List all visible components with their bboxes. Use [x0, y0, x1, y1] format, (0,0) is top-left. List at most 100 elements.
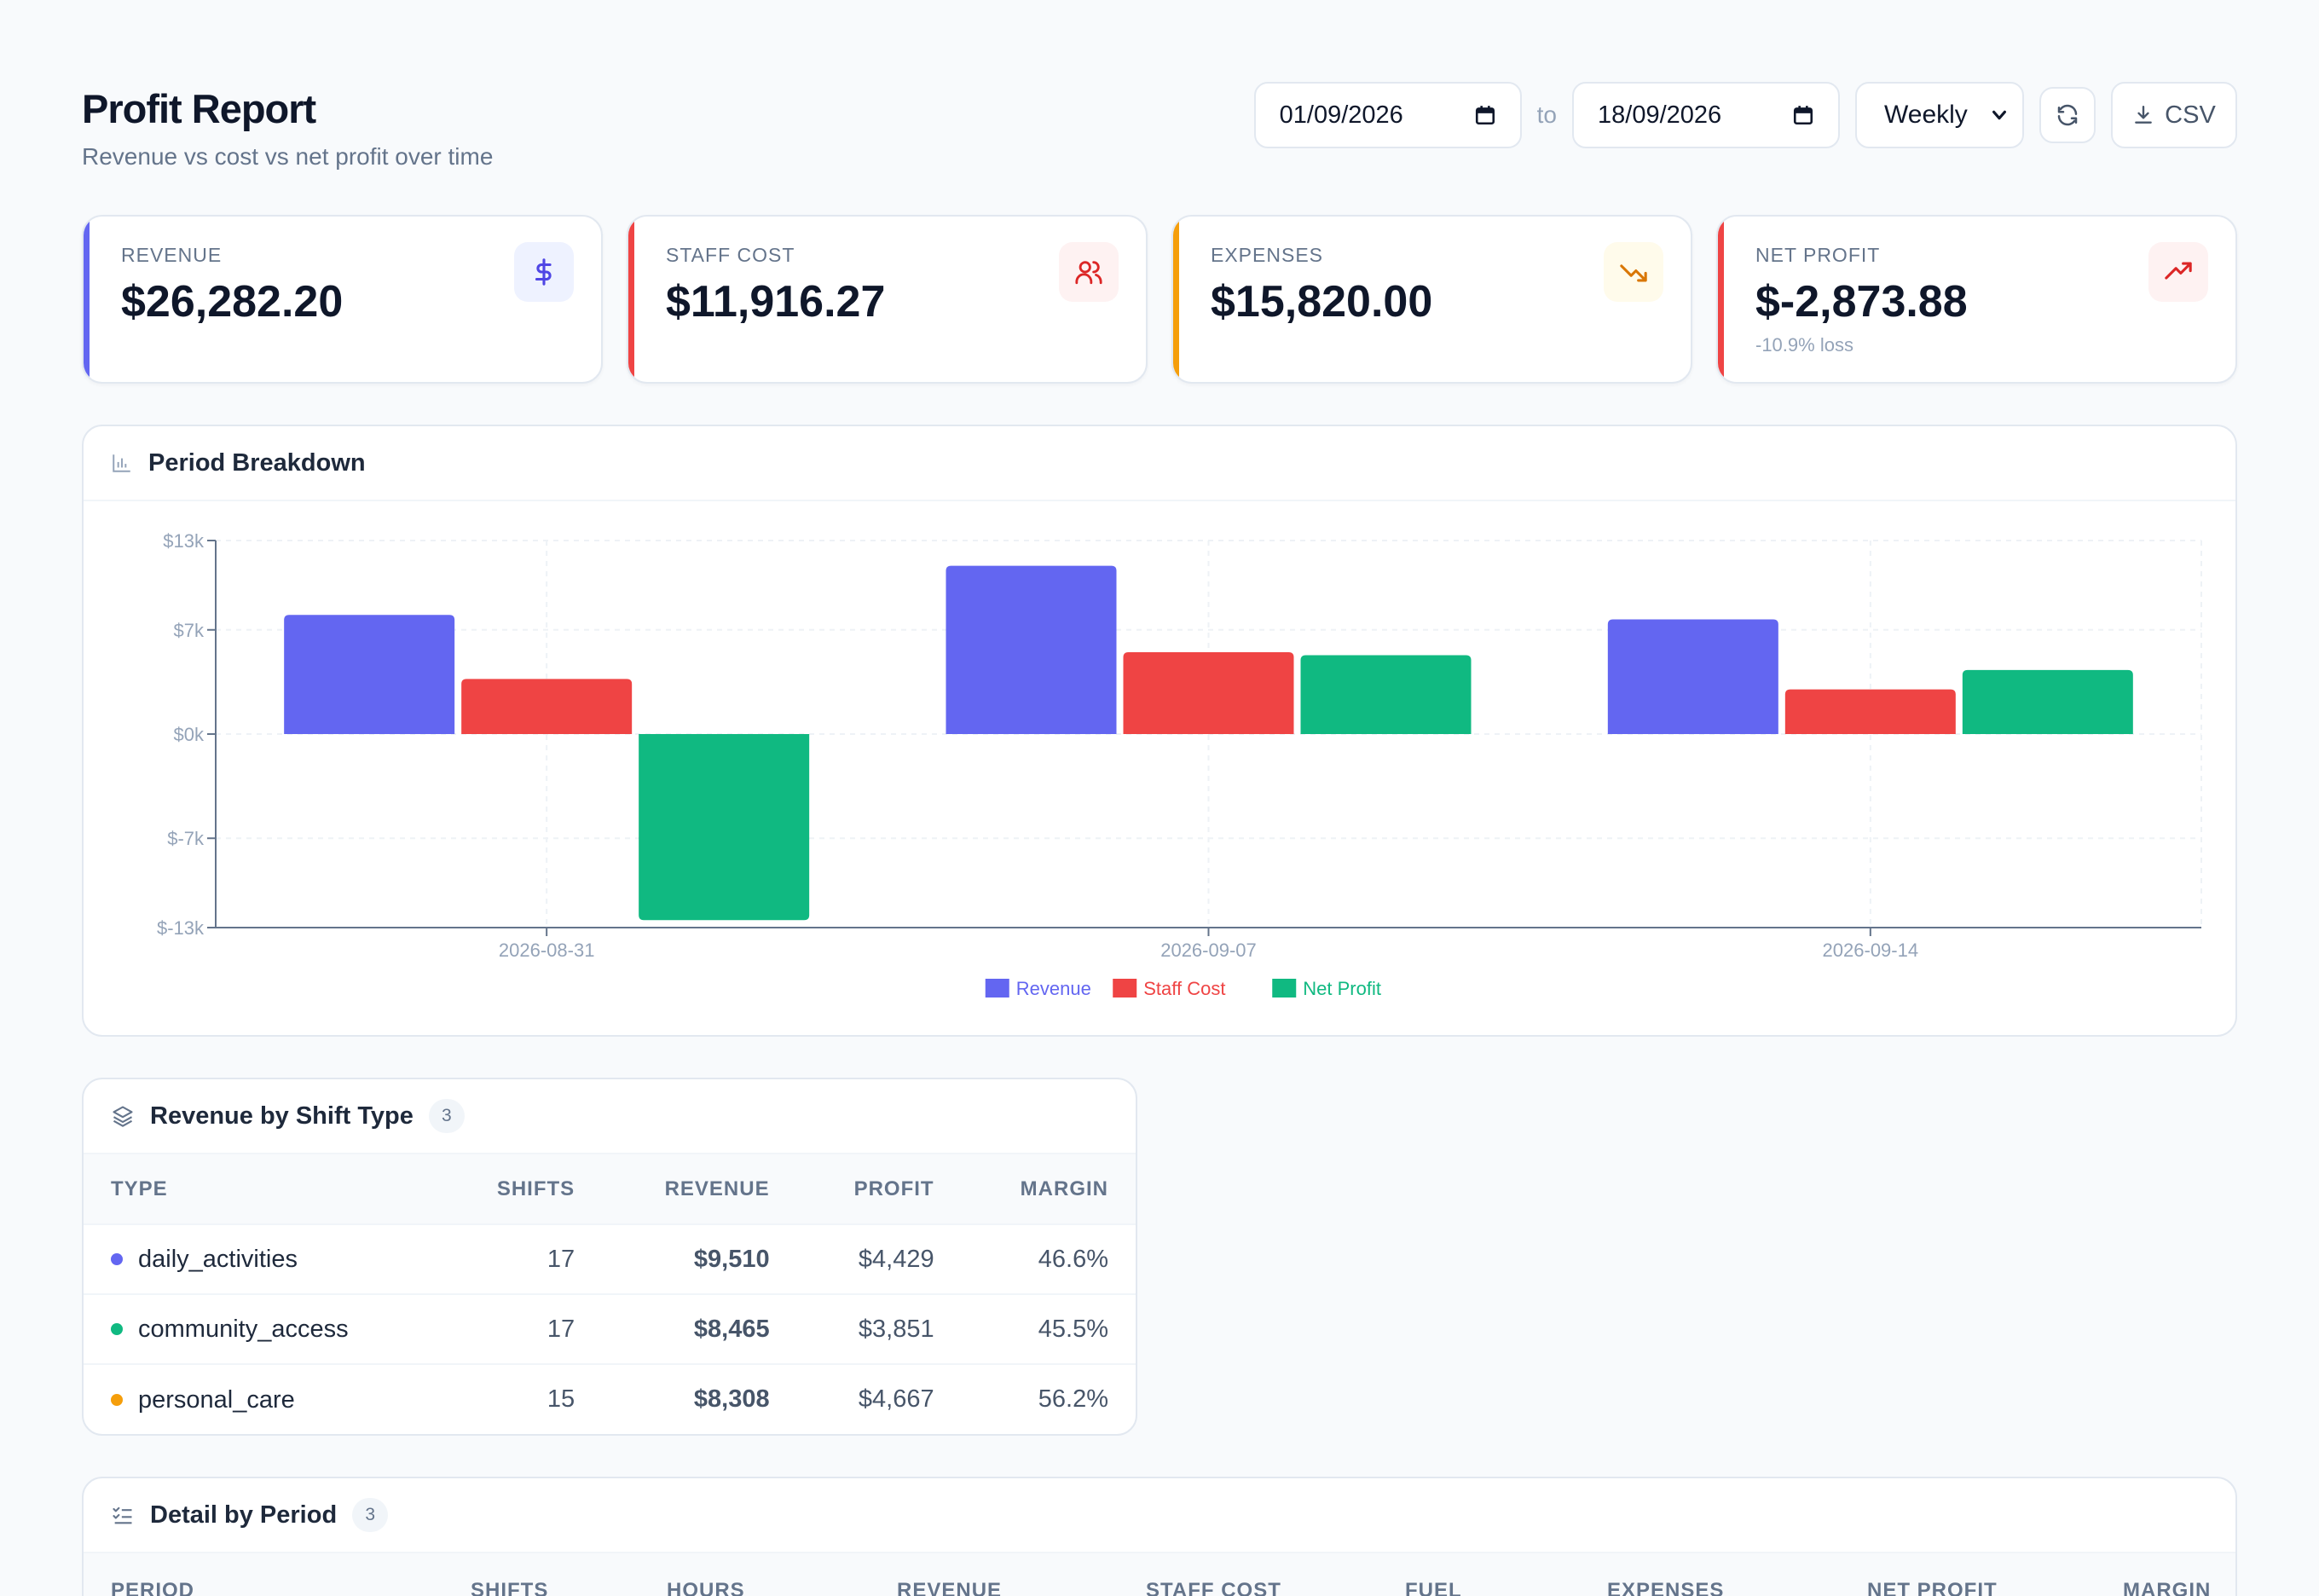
- legend-label: Revenue: [1016, 978, 1091, 999]
- kpi-icon-box: [1059, 242, 1119, 302]
- layers-icon: [113, 1106, 133, 1127]
- kpi-label: Net Profit: [1755, 244, 1881, 266]
- page-header: Profit Report Revenue vs cost vs net pro…: [82, 82, 2237, 176]
- kpi-subtext: -10.9% loss: [1755, 334, 1853, 356]
- type-name: personal_care: [138, 1385, 295, 1414]
- revenue-cell: $8,465: [602, 1293, 797, 1364]
- y-tick-label: $0k: [174, 724, 205, 745]
- table-row[interactable]: personal_care 15 $8,308 $4,667 56.2%: [84, 1363, 1136, 1434]
- kpi-icon-box: [2148, 242, 2208, 302]
- detail-by-period-panel: Detail by Period 3 Period Shifts Hours R…: [82, 1477, 2237, 1596]
- period-breakdown-chart: $-13k $-7k $0k $7k $13k 2026-08-31 2026-09-07 2…: [157, 530, 2202, 999]
- panel-title: Period Breakdown: [148, 448, 366, 477]
- page-title: Profit Report: [82, 86, 316, 131]
- shifts-cell: 15: [440, 1363, 603, 1434]
- calendar-icon[interactable]: [1792, 104, 1814, 126]
- legend-swatch: [1113, 979, 1137, 998]
- trending-up-icon: [2165, 262, 2192, 280]
- shifts-cell: 17: [440, 1293, 603, 1364]
- kpi-label: Revenue: [121, 244, 223, 266]
- download-icon: [2135, 106, 2153, 124]
- margin-cell: 56.2%: [961, 1363, 1136, 1434]
- chart-bar: [1123, 651, 1294, 734]
- calendar-icon[interactable]: [1474, 104, 1496, 126]
- period-select[interactable]: Weekly: [1855, 82, 2024, 148]
- date-from-input[interactable]: 01/09/2026: [1253, 82, 1522, 148]
- date-to-input[interactable]: 18/09/2026: [1572, 82, 1840, 148]
- type-dot: [111, 1393, 123, 1406]
- kpi-accent-bar: [1173, 217, 1179, 382]
- chart-bar: [946, 565, 1117, 734]
- revenue-by-shift-type-panel: Revenue by Shift Type 3 Type Shifts Reve…: [82, 1078, 1137, 1436]
- x-tick-label: 2026-08-31: [499, 940, 595, 961]
- period-breakdown-panel: Period Breakdown $-13k $-7k $0k $7k $13k 2026…: [82, 425, 2237, 1037]
- legend-swatch: [1272, 979, 1297, 998]
- column-header[interactable]: Hours: [667, 1579, 745, 1596]
- column-header[interactable]: Revenue: [602, 1154, 797, 1224]
- table-row[interactable]: community_access 17 $8,465 $3,851 45.5%: [84, 1293, 1136, 1364]
- type-dot: [111, 1323, 123, 1336]
- column-header[interactable]: Shifts: [471, 1579, 549, 1596]
- column-header[interactable]: Revenue: [897, 1579, 1003, 1596]
- dollar-icon: [535, 258, 552, 286]
- revenue-cell: $8,308: [602, 1363, 797, 1434]
- y-tick-label: $13k: [163, 530, 205, 552]
- column-header[interactable]: Margin: [961, 1154, 1136, 1224]
- panel-header: Detail by Period 3: [84, 1478, 2235, 1553]
- chart-bar: [1784, 689, 1956, 734]
- date-to-value: 18/09/2026: [1598, 101, 1722, 129]
- column-header[interactable]: Net Profit: [1867, 1579, 1998, 1596]
- kpi-label: Staff Cost: [666, 244, 795, 266]
- column-header[interactable]: Staff Cost: [1146, 1579, 1281, 1596]
- margin-cell: 46.6%: [961, 1223, 1136, 1294]
- kpi-value: $15,820.00: [1211, 277, 1433, 327]
- y-tick-label: $-13k: [157, 917, 205, 939]
- type-cell: personal_care: [84, 1363, 441, 1434]
- type-dot: [111, 1253, 123, 1266]
- y-tick-label: $7k: [174, 620, 205, 641]
- kpi-accent-bar: [84, 217, 90, 382]
- kpi-value: $26,282.20: [121, 277, 344, 327]
- type-name: daily_activities: [138, 1245, 298, 1273]
- users-icon: [1075, 261, 1102, 285]
- table-row[interactable]: daily_activities 17 $9,510 $4,429 46.6%: [84, 1223, 1136, 1294]
- chart-bar: [639, 734, 810, 921]
- chart-bar: [461, 679, 633, 734]
- column-header[interactable]: Fuel: [1405, 1579, 1462, 1596]
- column-header[interactable]: Shifts: [440, 1154, 603, 1224]
- chart-bar: [1607, 619, 1778, 734]
- period-select-value: Weekly: [1884, 101, 1968, 129]
- x-tick-label: 2026-09-07: [1160, 940, 1257, 961]
- column-header[interactable]: Period: [111, 1579, 195, 1596]
- column-header[interactable]: Expenses: [1607, 1579, 1725, 1596]
- export-csv-button[interactable]: CSV: [2111, 82, 2237, 148]
- chart-bar: [284, 615, 455, 734]
- panel-title: Detail by Period: [150, 1501, 338, 1529]
- profit-cell: $4,429: [796, 1223, 962, 1294]
- date-from-value: 01/09/2026: [1279, 101, 1403, 129]
- page-subtitle: Revenue vs cost vs net profit over time: [82, 143, 494, 170]
- panel-header: Period Breakdown: [84, 426, 2235, 501]
- column-header[interactable]: Profit: [796, 1154, 962, 1224]
- panel-title: Revenue by Shift Type: [150, 1102, 413, 1130]
- kpi-card-expenses: Expenses $15,820.00: [1171, 215, 1692, 384]
- kpi-card-staff-cost: Staff Cost $11,916.27: [627, 215, 1148, 384]
- shifts-cell: 17: [440, 1223, 603, 1294]
- export-csv-label: CSV: [2165, 101, 2216, 129]
- date-range-separator: to: [1536, 101, 1557, 128]
- list-checks-icon: [113, 1506, 132, 1524]
- kpi-value: $-2,873.88: [1755, 277, 1968, 327]
- refresh-button[interactable]: [2039, 87, 2096, 143]
- refresh-icon: [2057, 104, 2078, 126]
- kpi-card-net-profit: Net Profit $-2,873.88 -10.9% loss: [1716, 215, 2237, 384]
- kpi-card-revenue: Revenue $26,282.20: [82, 215, 603, 384]
- legend-label: Staff Cost: [1143, 978, 1225, 999]
- column-header[interactable]: Margin: [2123, 1579, 2212, 1596]
- column-header[interactable]: Type: [84, 1154, 441, 1224]
- profit-cell: $4,667: [796, 1363, 962, 1434]
- bar-chart-icon: [113, 454, 130, 472]
- kpi-label: Expenses: [1211, 244, 1323, 266]
- kpi-icon-box: [1604, 242, 1663, 302]
- chevron-down-icon: [1992, 110, 2006, 120]
- trending-down-icon: [1620, 264, 1647, 282]
